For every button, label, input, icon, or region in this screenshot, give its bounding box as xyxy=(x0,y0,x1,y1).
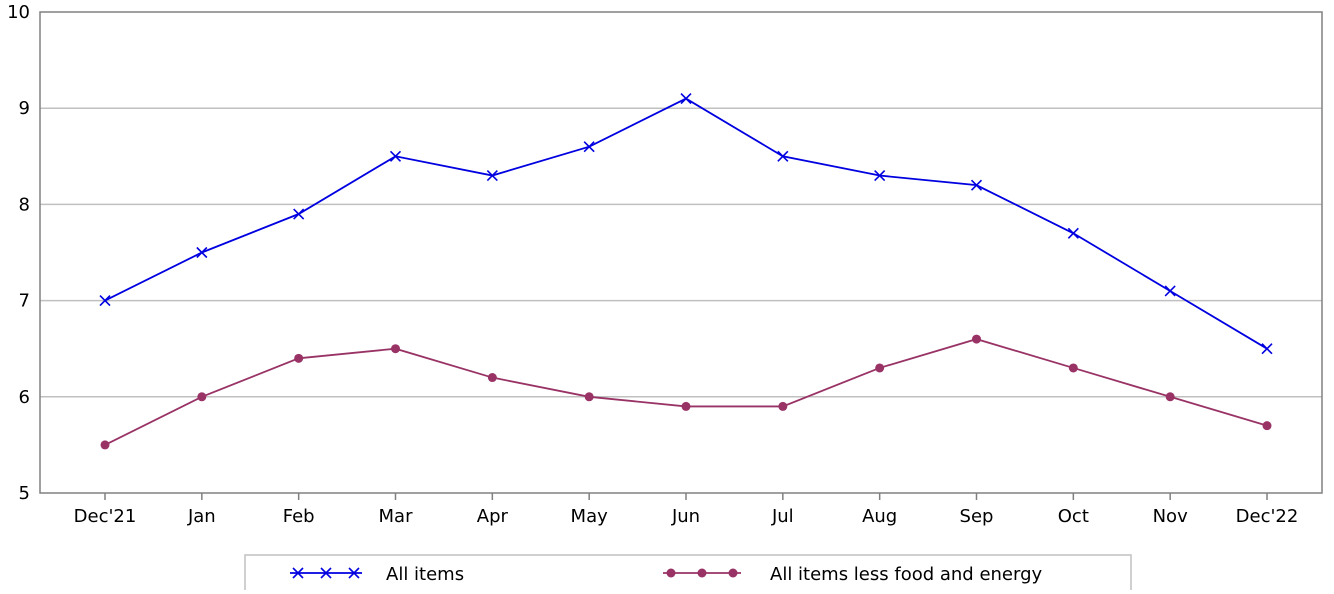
x-tick-label: Dec'21 xyxy=(74,506,137,527)
series-2 xyxy=(100,334,1272,450)
data-point xyxy=(777,150,789,162)
x-axis: Dec'21 Jan Feb Mar Apr May Jun Jul Aug Sep Oct Nov D… xyxy=(74,493,1299,527)
legend-label: All items less food and energy xyxy=(770,564,1043,585)
data-point xyxy=(294,353,304,363)
series-layer xyxy=(99,93,1273,450)
series-line xyxy=(104,338,1268,446)
x-tick-label: Feb xyxy=(283,506,315,527)
data-point xyxy=(680,93,692,105)
data-point xyxy=(1261,343,1273,355)
data-point xyxy=(197,392,207,402)
plot-frame xyxy=(39,11,1323,494)
series-1 xyxy=(99,93,1273,355)
legend-marker xyxy=(666,568,676,578)
legend-marker xyxy=(728,568,738,578)
data-point xyxy=(1067,227,1079,239)
data-point xyxy=(389,150,402,162)
x-tick-label: Dec'22 xyxy=(1236,506,1299,527)
data-point xyxy=(1165,392,1175,402)
x-tick-label: Nov xyxy=(1153,506,1188,527)
data-point xyxy=(970,179,983,191)
x-tick-label: May xyxy=(571,506,609,527)
legend-box xyxy=(244,554,1132,594)
y-tick-label: 9 xyxy=(19,98,30,119)
x-tick-label: Apr xyxy=(477,506,509,527)
data-point xyxy=(1164,285,1176,297)
data-point xyxy=(874,169,886,182)
y-tick-label: 7 xyxy=(19,291,30,312)
data-point xyxy=(293,208,305,220)
legend-marker xyxy=(320,567,332,579)
data-point xyxy=(486,169,498,182)
legend-items: All items All items less food and energy xyxy=(290,564,1043,585)
series-line xyxy=(104,97,1268,350)
data-point xyxy=(196,246,208,259)
data-point xyxy=(875,363,885,373)
legend-marker xyxy=(292,567,304,579)
x-tick-label: Jul xyxy=(771,506,794,527)
legend-marker xyxy=(697,568,707,578)
legend: All items All items less food and energy xyxy=(244,554,1132,594)
x-tick-label: Jun xyxy=(671,506,700,527)
y-tick-label: 8 xyxy=(19,194,30,215)
data-point xyxy=(100,440,110,450)
data-point xyxy=(391,344,400,354)
y-axis: 5 6 7 8 9 10 xyxy=(7,2,30,504)
data-point xyxy=(1068,363,1078,373)
y-tick-label: 10 xyxy=(7,2,30,23)
x-tick-label: Mar xyxy=(379,506,414,527)
x-tick-label: Jan xyxy=(187,506,216,527)
y-tick-label: 6 xyxy=(19,387,30,408)
data-point xyxy=(1262,421,1272,431)
legend-item: All items xyxy=(290,564,464,585)
data-point xyxy=(584,392,594,402)
x-tick-label: Sep xyxy=(960,506,994,527)
legend-item: All items less food and energy xyxy=(663,564,1043,585)
data-point xyxy=(681,401,691,411)
y-tick-label: 5 xyxy=(19,483,30,504)
x-tick-label: Aug xyxy=(862,506,897,527)
data-point xyxy=(487,373,497,383)
data-point xyxy=(778,401,788,411)
legend-label: All items xyxy=(386,564,464,585)
grid-lines xyxy=(40,107,1322,398)
data-point xyxy=(99,295,111,307)
legend-marker xyxy=(348,567,360,579)
x-tick-label: Oct xyxy=(1058,506,1089,527)
data-point xyxy=(583,141,595,153)
data-point xyxy=(972,334,981,344)
